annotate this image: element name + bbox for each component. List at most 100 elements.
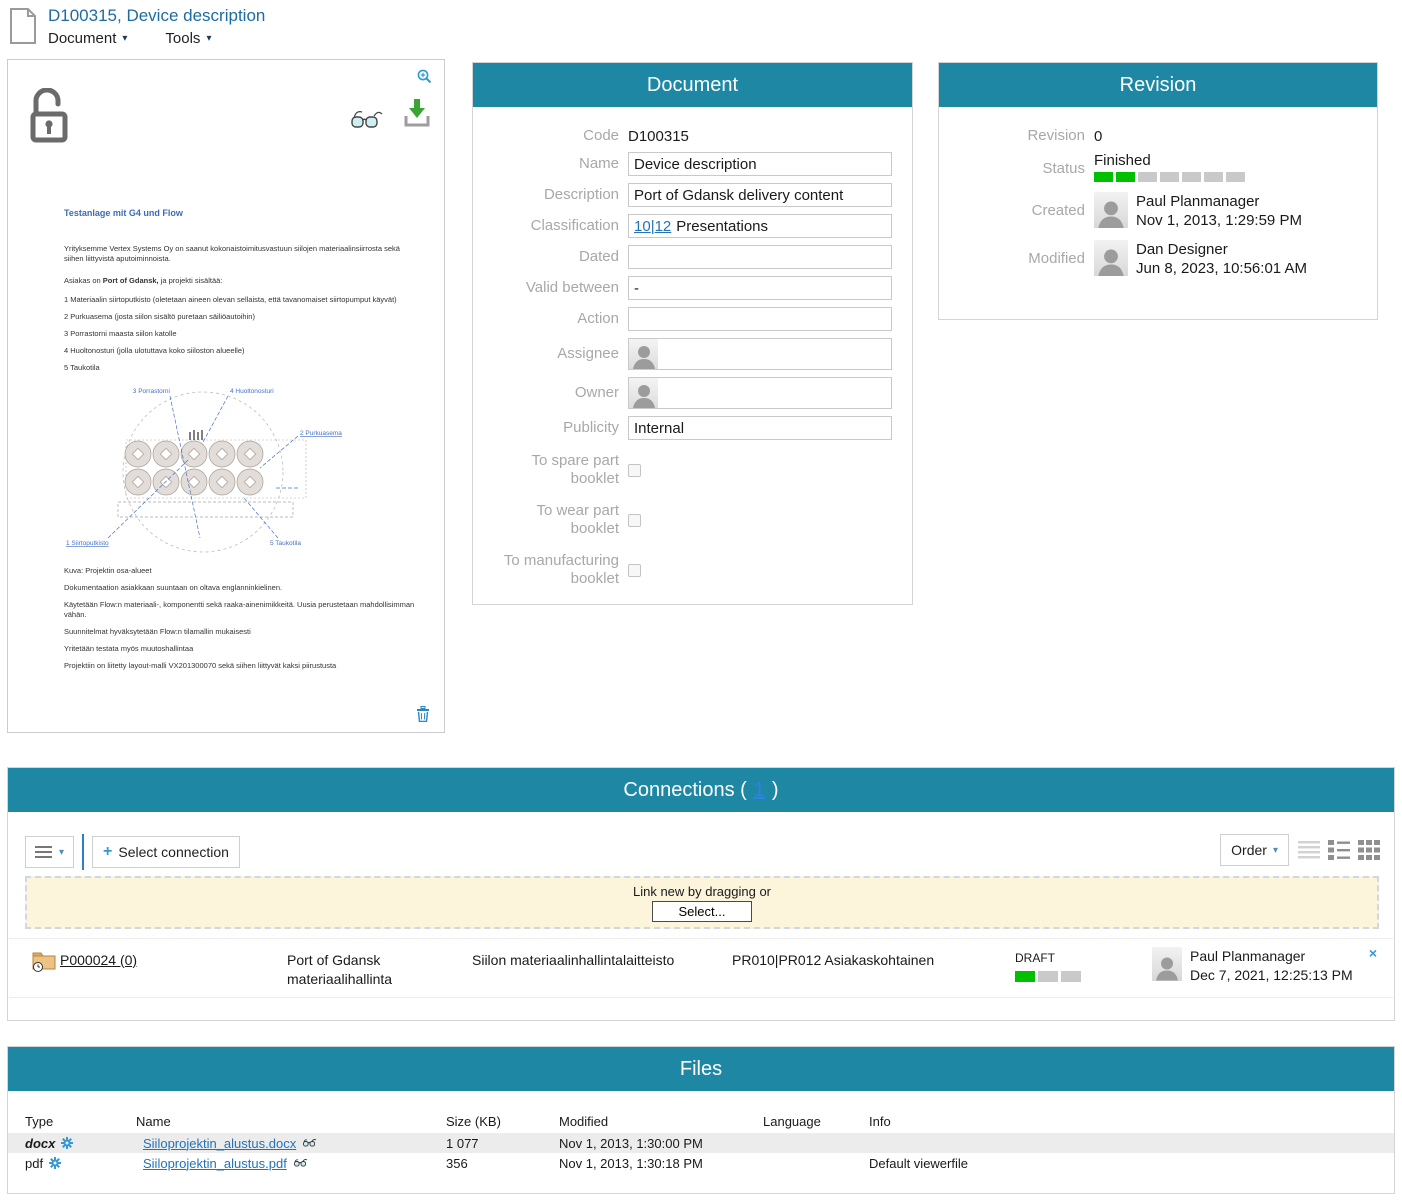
preview-list-item: 4 Huoltonosturi (jolla ulotuttava koko s… bbox=[64, 346, 245, 355]
file-type: pdf bbox=[25, 1155, 44, 1171]
preview-list-item: 1 Materiaalin siirtoputkisto (oletetaan … bbox=[64, 295, 397, 304]
preview-paragraph: Yrityksemme Vertex Systems Oy on saanut … bbox=[64, 244, 400, 263]
classification-input[interactable]: 10 | 12 Presentations bbox=[628, 214, 892, 238]
file-name-link[interactable]: Siiloprojektin_alustus.docx bbox=[143, 1135, 297, 1151]
name-input[interactable]: Device description bbox=[628, 152, 892, 176]
gear-icon[interactable] bbox=[61, 1137, 74, 1149]
dropzone-select-button[interactable]: Select... bbox=[652, 900, 752, 922]
file-size: 356 bbox=[446, 1155, 468, 1171]
files-section: Files Type Name Size (KB) Modified Langu… bbox=[7, 1046, 1395, 1194]
avatar bbox=[629, 339, 658, 369]
connection-row: P000024 (0) Port of Gdansk materiaalihal… bbox=[9, 938, 1393, 998]
field-spare-booklet: To spare part booklet bbox=[473, 452, 912, 488]
files-table: Type Name Size (KB) Modified Language In… bbox=[8, 1109, 1394, 1173]
classification-link-2[interactable]: 12 bbox=[654, 217, 672, 235]
field-assignee: Assignee bbox=[473, 338, 912, 370]
document-page-icon bbox=[9, 8, 37, 44]
manufacturing-booklet-checkbox[interactable] bbox=[628, 563, 641, 577]
file-name-link[interactable]: Siiloprojektin_alustus.pdf bbox=[143, 1155, 287, 1171]
view-glasses-icon[interactable] bbox=[302, 1138, 318, 1148]
delete-icon[interactable] bbox=[416, 706, 430, 722]
select-connection-button[interactable]: + Select connection bbox=[92, 836, 240, 868]
valid-between-input[interactable]: - bbox=[628, 276, 892, 300]
page-title: D100315, Device description bbox=[48, 6, 266, 25]
connection-menu-button[interactable]: ▾ bbox=[25, 836, 75, 868]
menu-document[interactable]: Document ▾ bbox=[48, 30, 128, 47]
zoom-icon[interactable] bbox=[417, 69, 432, 84]
connection-code-link[interactable]: P000024 (0) bbox=[60, 952, 138, 968]
code-value: D100315 bbox=[628, 127, 689, 145]
document-panel-header: Document bbox=[473, 63, 912, 107]
order-button[interactable]: Order ▾ bbox=[1220, 834, 1289, 866]
created-at: Nov 1, 2013, 1:29:59 PM bbox=[1136, 212, 1302, 229]
detail-view-icon[interactable] bbox=[1328, 840, 1350, 860]
description-input[interactable]: Port of Gdansk delivery content bbox=[628, 183, 892, 207]
list-view-icon[interactable] bbox=[1298, 840, 1320, 860]
menu-tools[interactable]: Tools ▾ bbox=[165, 30, 212, 47]
avatar bbox=[1094, 192, 1128, 228]
chevron-down-icon: ▾ bbox=[59, 846, 65, 858]
file-row[interactable]: docx Siiloprojektin_alustus.docx 1 077 N… bbox=[8, 1133, 1394, 1153]
modified-by: Dan Designer bbox=[1136, 241, 1228, 258]
document-panel: Document Code D100315 Name Device descri… bbox=[472, 62, 913, 605]
preview-diagram: 3 Porrastorni 4 Huoltonosturi 2 Purkuase… bbox=[66, 388, 342, 553]
connections-section: Connections ( 1 ) ▾ + Select connection … bbox=[7, 767, 1395, 1021]
preview-panel: Testanlage mit G4 und Flow Yrityksemme V… bbox=[7, 59, 445, 733]
revision-panel: Revision Revision 0 Status Finished Crea… bbox=[938, 62, 1378, 320]
chevron-down-icon: ▾ bbox=[206, 33, 212, 44]
field-dated: Dated bbox=[473, 245, 912, 269]
hamburger-icon bbox=[35, 846, 52, 858]
view-glasses-icon[interactable] bbox=[293, 1158, 309, 1168]
download-icon[interactable] bbox=[402, 96, 432, 128]
field-classification: Classification 10 | 12 Presentations bbox=[473, 214, 912, 238]
action-input[interactable] bbox=[628, 307, 892, 331]
connections-header: Connections ( 1 ) bbox=[8, 768, 1394, 812]
view-glasses-icon[interactable] bbox=[348, 108, 388, 132]
svg-text:2 Purkuasema: 2 Purkuasema bbox=[300, 430, 342, 437]
field-owner: Owner bbox=[473, 377, 912, 409]
connections-count-link[interactable]: 1 bbox=[753, 778, 765, 801]
field-modified: Modified Dan Designer Jun 8, 2023, 10:56… bbox=[1028, 240, 1307, 277]
preview-paragraph: Käytetään Flow:n materiaali-, komponentt… bbox=[64, 600, 415, 619]
field-code: Code D100315 bbox=[583, 127, 689, 145]
field-created: Created Paul Planmanager Nov 1, 2013, 1:… bbox=[1031, 192, 1302, 229]
grid-view-icon[interactable] bbox=[1358, 840, 1380, 860]
file-type: docx bbox=[25, 1135, 56, 1151]
file-row[interactable]: pdf Siiloprojektin_alustus.pdf 356 Nov 1… bbox=[8, 1153, 1394, 1173]
connection-person: Paul Planmanager Dec 7, 2021, 12:25:13 P… bbox=[1152, 947, 1353, 985]
classification-separator: | bbox=[650, 217, 655, 235]
connection-classification: PR010|PR012 Asiakaskohtainen bbox=[732, 952, 935, 968]
remove-connection-icon[interactable]: × bbox=[1368, 945, 1377, 961]
connections-toolbar: ▾ + Select connection bbox=[25, 834, 240, 870]
status-text: Finished bbox=[1094, 152, 1151, 169]
field-publicity: Publicity Internal bbox=[473, 416, 912, 440]
classification-link-1[interactable]: 10 bbox=[634, 217, 651, 235]
spare-booklet-checkbox[interactable] bbox=[628, 463, 641, 477]
field-manufacturing-booklet: To manufacturing booklet bbox=[473, 552, 912, 588]
wear-booklet-checkbox[interactable] bbox=[628, 513, 641, 527]
preview-paragraph: Dokumentaation asiakkaan suuntaan on olt… bbox=[64, 583, 283, 592]
owner-input[interactable] bbox=[628, 377, 892, 409]
field-status: Status Finished bbox=[939, 152, 1377, 182]
publicity-input[interactable]: Internal bbox=[628, 416, 892, 440]
avatar bbox=[1152, 947, 1182, 981]
assignee-input[interactable] bbox=[628, 338, 892, 370]
project-folder-icon bbox=[32, 949, 56, 973]
field-revision: Revision 0 bbox=[1027, 127, 1103, 145]
file-info: Default viewerfile bbox=[869, 1155, 968, 1171]
preview-list-item: 5 Taukotila bbox=[64, 363, 100, 372]
connection-description: Siilon materiaalinhallintalaitteisto bbox=[472, 952, 675, 968]
preview-paragraph: Yritetään testata myös muutoshallintaa bbox=[64, 644, 194, 653]
silo-grid bbox=[124, 440, 264, 496]
dated-input[interactable] bbox=[628, 245, 892, 269]
avatar bbox=[629, 378, 658, 408]
created-by: Paul Planmanager bbox=[1136, 193, 1260, 210]
gear-icon[interactable] bbox=[49, 1157, 62, 1169]
menubar: Document ▾ Tools ▾ bbox=[48, 30, 211, 47]
link-dropzone[interactable]: Link new by dragging or Select... bbox=[25, 876, 1379, 929]
modified-at: Jun 8, 2023, 10:56:01 AM bbox=[1136, 260, 1307, 277]
preview-doc-heading: Testanlage mit G4 und Flow bbox=[64, 208, 183, 218]
field-valid-between: Valid between - bbox=[473, 276, 912, 300]
dropzone-text: Link new by dragging or bbox=[632, 883, 772, 899]
